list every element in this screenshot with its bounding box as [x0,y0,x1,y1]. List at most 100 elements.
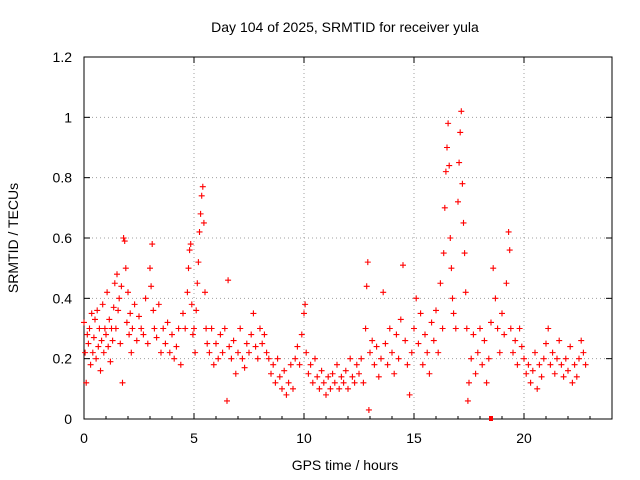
data-point [483,379,490,386]
data-point [199,183,206,190]
baseline-marker [489,416,493,421]
data-point [294,343,301,350]
data-point [184,289,191,296]
data-point [565,367,571,374]
data-point [120,235,127,241]
data-point [191,325,197,332]
data-point [117,340,124,347]
data-point [386,325,393,332]
data-point [195,259,202,266]
data-point [92,316,98,323]
data-point [389,349,395,356]
data-point [85,340,92,347]
data-point [87,361,94,368]
data-point [225,277,232,284]
data-point [365,406,372,413]
data-point [235,349,241,356]
data-point [81,319,87,326]
data-point [208,325,215,332]
data-point [215,355,222,362]
data-point [349,373,356,380]
data-point [400,262,406,269]
data-point [101,325,108,332]
data-point [415,340,422,347]
data-point [230,337,237,344]
data-point [538,373,545,380]
data-point [336,385,343,392]
data-point [556,337,563,344]
data-point [217,331,224,338]
x-axis-label: GPS time / hours [292,457,399,473]
x-tick-label: 10 [296,430,312,446]
data-point [210,361,217,368]
data-point [185,265,192,272]
data-point [116,295,123,302]
data-point [547,361,554,368]
data-point [88,310,95,317]
data-point [408,349,415,356]
data-point [433,307,439,314]
data-point [261,331,268,338]
data-point [442,168,449,175]
data-point [196,228,203,235]
data-point [224,397,230,404]
data-point [128,349,135,356]
data-point [149,241,156,248]
data-point [463,325,470,332]
data-point [198,192,205,199]
data-point [189,331,196,338]
data-point [549,349,556,356]
data-point [110,304,117,311]
data-point [551,370,558,377]
data-point [529,367,536,374]
data-point [182,325,189,332]
data-point [501,331,508,338]
data-point [151,325,158,332]
data-point [569,379,576,386]
data-point [298,331,305,338]
axis-ticks: 0 5 10 15 20 0 0.2 0.4 0.6 0.8 1 1.2 [53,49,612,446]
data-point [468,355,475,362]
data-point [213,340,219,347]
data-point [444,144,450,151]
data-point [279,385,285,392]
data-point [106,316,113,323]
data-point [107,358,114,365]
data-point [103,331,109,338]
data-point [342,367,349,374]
data-point [276,373,283,380]
data-point [302,301,309,308]
data-point [142,295,149,302]
data-point [448,265,455,272]
data-point [197,210,204,217]
data-point [314,373,321,380]
data-point [305,370,312,377]
x-tick-label: 0 [80,430,88,446]
data-point [340,379,347,386]
data-point [98,337,105,344]
data-point [351,379,358,386]
data-point [153,334,160,341]
data-point [347,355,354,362]
data-point [241,364,248,371]
data-point [435,349,442,356]
y-tick-label: 0.2 [53,351,73,367]
data-point [281,367,288,374]
data-point [252,343,259,350]
data-point [111,280,118,287]
data-point [532,349,538,356]
data-point [329,370,336,377]
data-point [232,370,239,377]
data-point [452,325,459,332]
data-point [155,301,162,308]
data-point [382,340,389,347]
data-point [505,228,512,235]
data-point [331,379,338,386]
data-point [458,108,465,115]
y-tick-label: 0.8 [53,170,73,186]
data-point [488,319,494,326]
data-point [243,340,250,347]
data-point [97,367,104,374]
data-point [119,379,126,386]
